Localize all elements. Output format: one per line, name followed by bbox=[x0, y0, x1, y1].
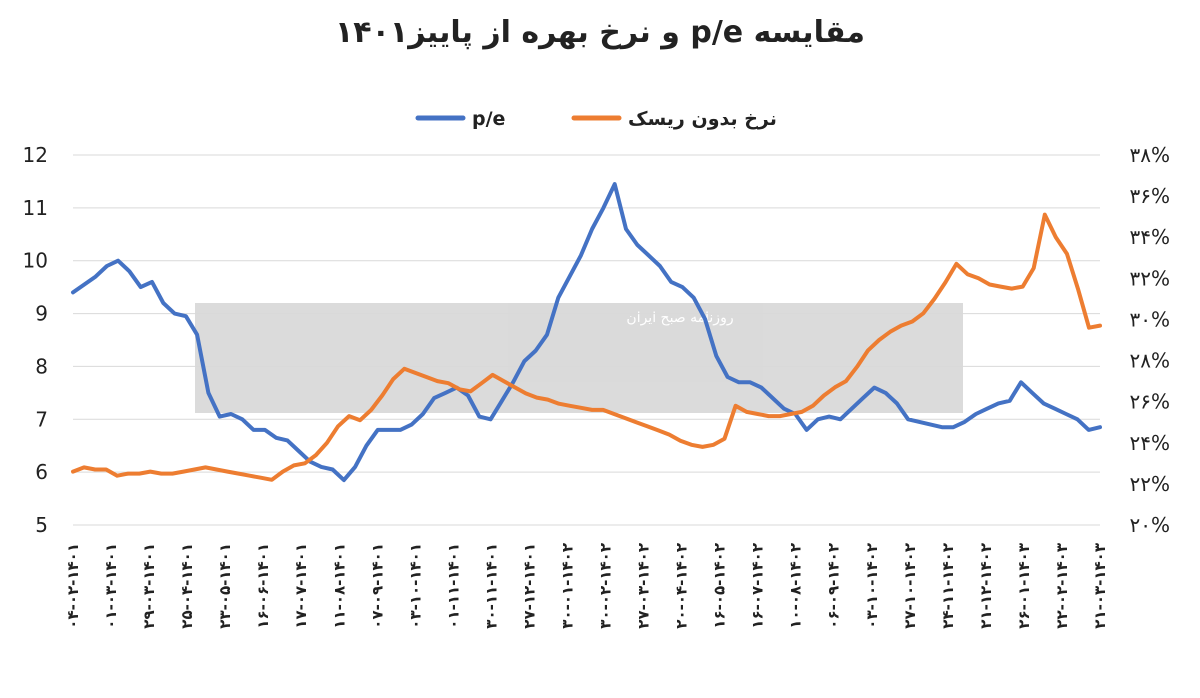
series-line-rate bbox=[71, 212, 1102, 482]
x-tick-label: ۰۳-۱۰-۱۴۰۱ bbox=[406, 543, 424, 629]
series-lines bbox=[71, 182, 1102, 483]
legend: p/e نرخ بدون ریسک bbox=[415, 108, 777, 130]
x-tick-label: ۱۷-۰۷-۱۴۰۱ bbox=[292, 543, 310, 629]
right-tick-label: ۲۶% bbox=[1130, 390, 1171, 414]
left-tick-label: 6 bbox=[35, 460, 48, 484]
x-tick-label: ۱۶-۰۷-۱۴۰۲ bbox=[749, 543, 767, 629]
left-axis-ticks: 12 11 10 9 8 7 6 5 bbox=[23, 143, 48, 537]
x-tick-label: ۰۴-۰۲-۱۴۰۱ bbox=[64, 543, 82, 629]
right-tick-label: ۳۸% bbox=[1130, 143, 1171, 167]
x-tick-label: ۲۱-۱۲-۱۴۰۲ bbox=[977, 543, 995, 629]
right-tick-label: ۳۴% bbox=[1130, 225, 1171, 249]
x-tick-label: ۱۱-۰۸-۱۴۰۱ bbox=[330, 543, 348, 629]
series-line-pe bbox=[71, 182, 1102, 483]
x-tick-label: ۲۷-۱۰-۱۴۰۲ bbox=[901, 543, 919, 629]
x-tick-label: ۰۱-۰۳-۱۴۰۱ bbox=[102, 543, 120, 629]
x-tick-label: ۰۳-۱۰-۱۴۰۲ bbox=[863, 543, 881, 629]
left-tick-label: 8 bbox=[35, 354, 48, 378]
x-tick-label: ۲۱-۰۳-۱۴۰۳ bbox=[1091, 543, 1109, 629]
watermark: روزنامه صبح ایران bbox=[195, 303, 963, 413]
left-tick-label: 5 bbox=[35, 513, 48, 537]
right-tick-label: ۲۴% bbox=[1130, 431, 1171, 455]
x-tick-label: ۲۳-۰۵-۱۴۰۱ bbox=[216, 543, 234, 629]
left-tick-label: 7 bbox=[35, 407, 48, 431]
legend-label-pe: p/e bbox=[472, 108, 505, 130]
x-axis-ticks: ۰۴-۰۲-۱۴۰۱ ۰۱-۰۳-۱۴۰۱ ۲۹-۰۳-۱۴۰۱ ۲۵-۰۴-۱۴۰۱… bbox=[64, 543, 1109, 629]
x-tick-label: ۲۰-۰۴-۱۴۰۲ bbox=[673, 543, 691, 629]
x-tick-label: ۲۹-۰۳-۱۴۰۱ bbox=[140, 543, 158, 629]
right-axis-ticks: ۳۸% ۳۶% ۳۴% ۳۲% ۳۰% ۲۸% ۲۶% ۲۴% ۲۲% ۲۰% bbox=[1130, 143, 1171, 537]
x-tick-label: ۳۰-۱۱-۱۴۰۱ bbox=[482, 543, 500, 629]
right-tick-label: ۲۸% bbox=[1130, 349, 1171, 373]
x-tick-label: ۳۰-۰۲-۱۴۰۲ bbox=[597, 543, 615, 629]
x-tick-label: ۰۱-۱۱-۱۴۰۱ bbox=[444, 543, 462, 629]
x-tick-label: ۲۶-۰۱-۱۴۰۳ bbox=[1015, 543, 1033, 629]
x-tick-label: ۰۷-۰۹-۱۴۰۱ bbox=[368, 543, 386, 629]
chart-title: مقایسه p/e و نرخ بهره از پاییز۱۴۰۱ bbox=[335, 15, 865, 50]
x-tick-label: ۰۶-۰۹-۱۴۰۲ bbox=[825, 543, 843, 629]
watermark-band bbox=[195, 303, 963, 413]
x-tick-label: ۱۰-۰۸-۱۴۰۲ bbox=[787, 543, 805, 629]
x-tick-label: ۱۶-۰۵-۱۴۰۲ bbox=[711, 543, 729, 629]
left-tick-label: 11 bbox=[23, 196, 48, 220]
x-tick-label: ۲۴-۱۱-۱۴۰۲ bbox=[939, 543, 957, 629]
left-tick-label: 9 bbox=[35, 302, 48, 326]
legend-label-rate: نرخ بدون ریسک bbox=[628, 108, 777, 130]
x-tick-label: ۱۶-۰۶-۱۴۰۱ bbox=[254, 543, 272, 629]
right-tick-label: ۳۰% bbox=[1130, 307, 1171, 331]
x-tick-label: ۲۷-۰۳-۱۴۰۲ bbox=[635, 543, 653, 629]
x-tick-label: ۲۷-۱۲-۱۴۰۱ bbox=[520, 543, 538, 629]
right-tick-label: ۲۰% bbox=[1130, 513, 1171, 537]
watermark-caption: روزنامه صبح ایران bbox=[626, 310, 733, 326]
left-tick-label: 12 bbox=[23, 143, 48, 167]
x-tick-label: ۲۵-۰۴-۱۴۰۱ bbox=[178, 543, 196, 629]
gridlines bbox=[73, 154, 1100, 526]
x-tick-label: ۲۲-۰۲-۱۴۰۳ bbox=[1053, 543, 1071, 629]
x-tick-label: ۳۰-۰۱-۱۴۰۲ bbox=[559, 543, 577, 629]
right-tick-label: ۳۲% bbox=[1130, 266, 1171, 290]
left-tick-label: 10 bbox=[23, 249, 48, 273]
right-tick-label: ۲۲% bbox=[1130, 472, 1171, 496]
right-tick-label: ۳۶% bbox=[1130, 184, 1171, 208]
